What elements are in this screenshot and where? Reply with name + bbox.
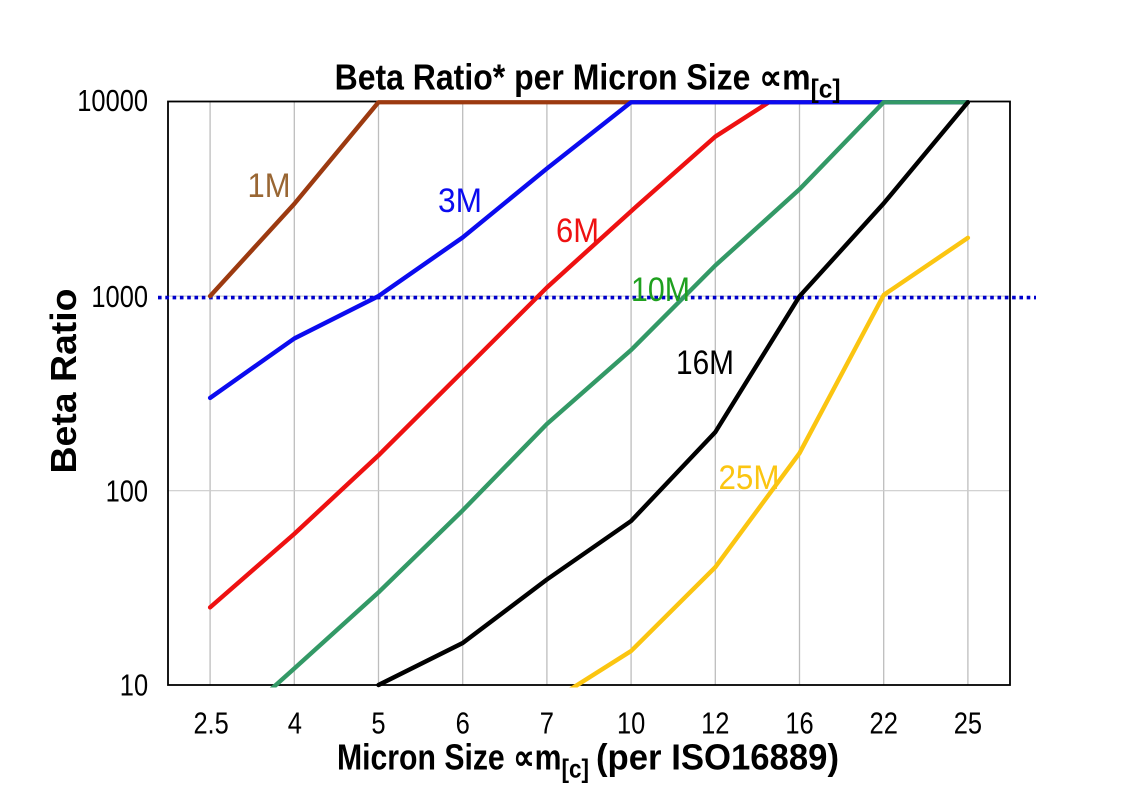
svg-text:25M: 25M <box>719 459 780 497</box>
svg-text:6M: 6M <box>556 212 599 250</box>
svg-text:10: 10 <box>120 667 148 702</box>
svg-text:25: 25 <box>954 706 982 741</box>
svg-text:Micron Size ∝m[c](per ISO16889: Micron Size ∝m[c] (per ISO16889) <box>337 737 839 784</box>
svg-text:10M: 10M <box>631 271 690 309</box>
svg-text:4: 4 <box>288 706 302 741</box>
svg-text:16M: 16M <box>676 344 734 382</box>
svg-text:Beta Ratio* per Micron Size ∝m: Beta Ratio* per Micron Size ∝m[c] <box>335 57 841 104</box>
svg-text:22: 22 <box>870 706 898 741</box>
svg-text:2.5: 2.5 <box>193 706 228 741</box>
svg-text:5: 5 <box>371 706 385 741</box>
svg-text:3M: 3M <box>438 182 482 220</box>
svg-text:10: 10 <box>617 706 645 741</box>
svg-text:Beta Ratio: Beta Ratio <box>43 289 84 474</box>
svg-text:1000: 1000 <box>91 279 148 314</box>
svg-text:1M: 1M <box>248 167 291 205</box>
svg-text:7: 7 <box>540 706 554 741</box>
svg-text:100: 100 <box>106 474 148 509</box>
svg-text:16: 16 <box>785 706 813 741</box>
svg-text:6: 6 <box>456 706 470 741</box>
svg-text:12: 12 <box>701 706 729 741</box>
svg-text:10000: 10000 <box>77 83 148 118</box>
